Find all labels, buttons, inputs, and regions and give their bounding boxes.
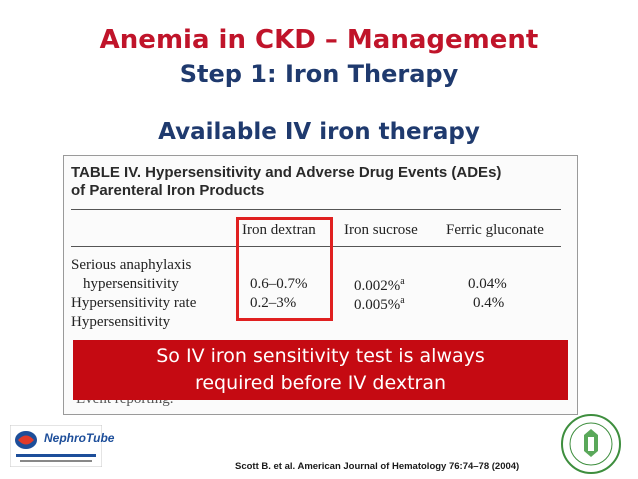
section-heading: Available IV iron therapy bbox=[158, 119, 480, 145]
cell-value: 0.002%a bbox=[354, 276, 405, 294]
table-caption-line2: of Parenteral Iron Products bbox=[71, 182, 265, 199]
cell-value: 0.005%a bbox=[354, 295, 405, 313]
column-header-ferric-gluconate: Ferric gluconate bbox=[446, 222, 544, 238]
cell-value: 0.04% bbox=[468, 276, 507, 292]
row-label: Serious anaphylaxis bbox=[71, 257, 192, 273]
logo-text: NephroTube bbox=[44, 431, 115, 445]
table-caption: TABLE IV. Hypersensitivity and Adverse D… bbox=[71, 164, 501, 200]
row-label: Hypersensitivity bbox=[71, 314, 171, 330]
table-caption-line1: TABLE IV. Hypersensitivity and Adverse D… bbox=[71, 164, 502, 181]
iron-dextran-highlight-box bbox=[236, 217, 333, 321]
citation: Scott B. et al. American Journal of Hema… bbox=[235, 461, 520, 472]
callout-line2: required before IV dextran bbox=[194, 372, 447, 394]
cell-value: 0.4% bbox=[473, 295, 505, 311]
university-seal-icon bbox=[561, 414, 621, 474]
column-header-iron-sucrose: Iron sucrose bbox=[344, 222, 418, 238]
table-rule-top bbox=[71, 209, 561, 210]
row-label: Hypersensitivity rate bbox=[71, 295, 197, 311]
cell-value: 0.2–3% bbox=[250, 295, 297, 311]
nephrotube-logo: NephroTube bbox=[9, 424, 114, 468]
slide-title: Anemia in CKD – Management bbox=[99, 25, 539, 55]
cell-value: 0.6–0.7% bbox=[250, 276, 308, 292]
callout-banner: So IV iron sensitivity test is always re… bbox=[73, 340, 568, 400]
column-header-iron-dextran: Iron dextran bbox=[242, 222, 316, 238]
row-label-continued: hypersensitivity bbox=[83, 276, 179, 292]
callout-line1: So IV iron sensitivity test is always bbox=[156, 345, 485, 367]
slide-subtitle: Step 1: Iron Therapy bbox=[179, 60, 459, 88]
table-rule-header bbox=[71, 246, 561, 247]
